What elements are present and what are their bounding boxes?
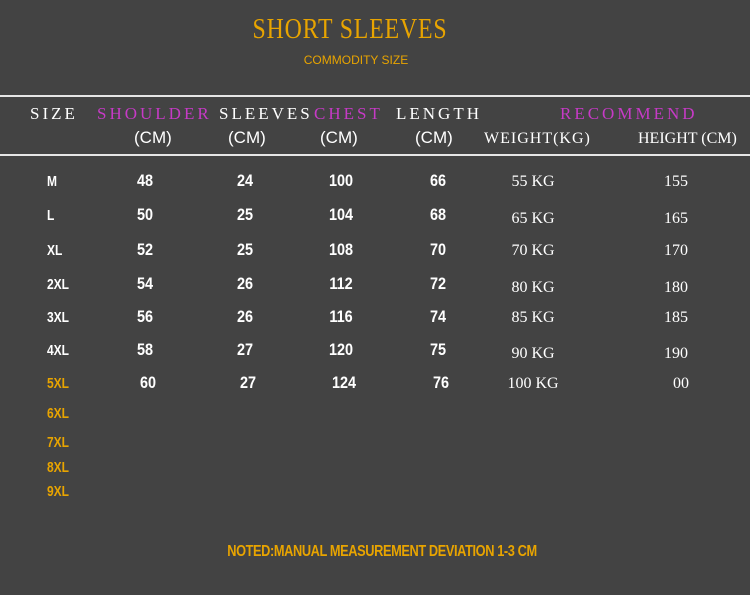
header-recommend: RECOMMEND (560, 104, 698, 123)
size-cell: 2XL (47, 276, 70, 293)
header-chest: CHEST (314, 104, 383, 123)
length-cell: 66 (429, 171, 447, 190)
header-sleeves: SLEEVES (219, 104, 313, 123)
divider-top (0, 95, 750, 97)
chest-cell: 116 (329, 307, 353, 326)
size-cell: 7XL (47, 434, 70, 451)
chest-cell: 100 (328, 171, 354, 190)
unit-shoulder: (CM) (134, 128, 172, 147)
weight-cell: 65 KG (511, 210, 555, 227)
height-cell: 155 (664, 173, 688, 190)
height-cell: 190 (664, 345, 688, 362)
length-cell: 70 (429, 240, 447, 259)
height-cell: 180 (664, 279, 688, 296)
unit-length: (CM) (415, 128, 453, 147)
shoulder-cell: 56 (136, 307, 154, 326)
sleeves-cell: 25 (236, 240, 254, 259)
size-cell: 6XL (47, 405, 70, 422)
shoulder-cell: 52 (136, 240, 154, 259)
weight-cell: 70 KG (511, 242, 555, 259)
sleeves-cell: 25 (236, 205, 254, 224)
header-size: SIZE (30, 104, 78, 123)
page-title: SHORT SLEEVES (252, 14, 448, 45)
size-cell: M (47, 173, 57, 190)
sleeves-cell: 27 (236, 340, 254, 359)
size-cell: 8XL (47, 459, 70, 476)
measurement-note: NOTED:MANUAL MEASUREMENT DEVIATION 1-3 C… (227, 543, 537, 560)
length-cell: 75 (429, 340, 447, 359)
height-cell: 170 (664, 242, 688, 259)
length-cell: 72 (429, 274, 447, 293)
header-height: HEIGHT (CM) (638, 130, 737, 147)
weight-cell: 55 KG (511, 173, 555, 190)
unit-chest: (CM) (320, 128, 358, 147)
sleeves-cell: 26 (236, 274, 254, 293)
sleeves-cell: 24 (236, 171, 254, 190)
length-cell: 68 (429, 205, 447, 224)
shoulder-cell: 58 (136, 340, 154, 359)
length-cell: 76 (432, 373, 450, 392)
height-cell: 165 (664, 210, 688, 227)
unit-sleeves: (CM) (228, 128, 266, 147)
chest-cell: 108 (328, 240, 354, 259)
length-cell: 74 (429, 307, 447, 326)
size-cell: 9XL (47, 483, 70, 500)
shoulder-cell: 48 (136, 171, 154, 190)
size-cell: L (47, 207, 55, 224)
page-subtitle: COMMODITY SIZE (303, 53, 409, 67)
size-cell: 5XL (47, 375, 70, 392)
size-cell: 3XL (47, 309, 70, 326)
chest-cell: 120 (328, 340, 354, 359)
header-shoulder: SHOULDER (97, 104, 212, 123)
sleeves-cell: 26 (236, 307, 254, 326)
height-cell: 00 (673, 375, 689, 392)
weight-cell: 80 KG (511, 279, 555, 296)
chest-cell: 104 (328, 205, 354, 224)
size-cell: 4XL (47, 342, 70, 359)
chest-cell: 124 (331, 373, 357, 392)
chest-cell: 112 (329, 274, 353, 293)
shoulder-cell: 54 (136, 274, 154, 293)
shoulder-cell: 60 (139, 373, 157, 392)
height-cell: 185 (664, 309, 688, 326)
shoulder-cell: 50 (136, 205, 154, 224)
weight-cell: 85 KG (511, 309, 555, 326)
weight-cell: 100 KG (507, 375, 559, 392)
weight-cell: 90 KG (511, 345, 555, 362)
header-weight: WEIGHT(KG) (484, 130, 591, 147)
header-length: LENGTH (396, 104, 482, 123)
sleeves-cell: 27 (239, 373, 257, 392)
divider-bottom (0, 154, 750, 156)
size-cell: XL (47, 242, 63, 259)
